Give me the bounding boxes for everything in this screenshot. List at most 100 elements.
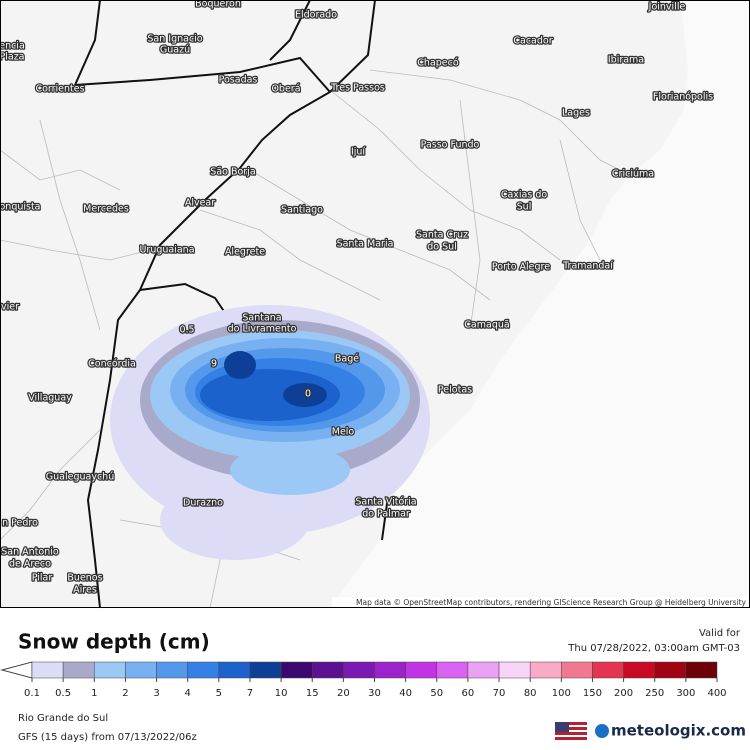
- colorbar-label: 250: [645, 688, 664, 699]
- place-label: San Antonio: [1, 547, 59, 558]
- colorbar-label: 70: [493, 688, 506, 699]
- place-label: Cacador: [513, 36, 552, 47]
- colorbar: 0.1 0.5 1 2 3 4 5 7 10 15 20 30 40 50 60 70 80 100 150 200 2…: [0, 661, 727, 699]
- logo[interactable]: meteologix.com: [611, 722, 746, 740]
- place-label: San Ignacio: [147, 34, 202, 45]
- place-label: Buenos: [67, 573, 102, 584]
- valid-time: Thu 07/28/2022, 03:00am GMT-03: [567, 643, 740, 654]
- place-label: São Borja: [210, 167, 255, 178]
- colorbar-label: 400: [707, 688, 726, 699]
- colorbar-bin: [218, 661, 251, 679]
- colorbar-bin: [187, 661, 220, 679]
- place-label: de Areco: [9, 559, 51, 570]
- place-label: Tramandaí: [562, 261, 613, 272]
- colorbar-label: 3: [153, 688, 159, 699]
- place-label: Sul: [517, 202, 532, 213]
- colorbar-arrow: [0, 661, 33, 679]
- place-label: Posadas: [219, 75, 258, 86]
- place-label: Melo: [332, 427, 355, 438]
- colorbar-label: 20: [337, 688, 350, 699]
- place-label: Chapecó: [417, 58, 459, 69]
- place-label: Santana: [242, 313, 281, 324]
- places: Boqueron Eldorado Joinville San Ignacio …: [0, 0, 714, 597]
- model-run: GFS (15 days) from 07/13/2022/06z: [18, 732, 197, 743]
- snow-area: [160, 480, 310, 560]
- colorbar-bin: [62, 661, 95, 679]
- place-label: Eldorado: [295, 10, 337, 21]
- place-label: Camaquã: [464, 320, 509, 331]
- place-label: do Livramento: [228, 324, 297, 335]
- place-label: Florianópolis: [653, 92, 713, 103]
- place-label: Gualeguaychú: [46, 472, 114, 483]
- place-label: Concórdia: [88, 359, 136, 370]
- place-label: Uruguaiana: [139, 245, 194, 256]
- place-label: do Palmar: [362, 509, 410, 520]
- colorbar-bin: [94, 661, 126, 679]
- contour-label: 0: [305, 389, 311, 400]
- colorbar-label: 0.5: [55, 688, 71, 699]
- colorbar-label: 30: [368, 688, 381, 699]
- place-label: Lages: [562, 108, 590, 119]
- colorbar-bin: [31, 661, 64, 679]
- place-label: Bagé: [335, 354, 359, 365]
- place-label: Santa Cruz: [416, 230, 468, 241]
- place-label: Porto Alegre: [492, 262, 550, 273]
- place-label: onquista: [0, 202, 41, 213]
- colorbar-label: 10: [275, 688, 288, 699]
- place-label: Alvear: [185, 198, 215, 209]
- map: 0.5 9 0 Boqueron Eldorado Joinville San …: [0, 0, 750, 609]
- place-label: Mercedes: [83, 204, 129, 215]
- contour-label: 9: [211, 359, 217, 370]
- colorbar-label: 5: [216, 688, 222, 699]
- colorbar-bin: [311, 661, 344, 679]
- snow-depth: 0.5 9 0: [110, 305, 430, 560]
- place-label: Pilar: [32, 573, 53, 584]
- place-label: Passo Fundo: [421, 140, 480, 151]
- colorbar-label: 7: [247, 688, 253, 699]
- colorbar-label: 1: [91, 688, 97, 699]
- place-label: Alegrete: [225, 247, 265, 258]
- colorbar-label: 50: [430, 688, 443, 699]
- colorbar-bin: [156, 661, 188, 679]
- colorbar-bin: [529, 661, 562, 679]
- snow-area: [283, 383, 327, 407]
- colorbar-bin: [125, 661, 157, 679]
- place-label: Boqueron: [195, 0, 241, 10]
- colorbar-bin: [685, 661, 718, 679]
- colorbar-bin: [498, 661, 531, 679]
- colorbar-bin: [654, 661, 687, 679]
- snow-area: [200, 369, 340, 421]
- colorbar-bin: [405, 661, 438, 679]
- place-label: Santiago: [281, 205, 323, 216]
- place-label: Corrientes: [35, 84, 84, 95]
- colorbar-bin: [249, 661, 282, 679]
- attribution-bg: [332, 597, 750, 608]
- colorbar-bin: [374, 661, 406, 679]
- colorbar-bin: [280, 661, 313, 679]
- snow-area: [224, 351, 256, 379]
- place-label: Criciúma: [612, 169, 654, 180]
- place-label: Santa Maria: [337, 239, 394, 250]
- place-label: Aires: [73, 585, 97, 596]
- legend-title: Snow depth (cm): [18, 630, 210, 654]
- logo-icon: [595, 724, 609, 738]
- colorbar-label: 15: [306, 688, 319, 699]
- colorbar-label: 300: [676, 688, 695, 699]
- region: Rio Grande do Sul: [18, 713, 108, 724]
- snow-area: [230, 445, 350, 495]
- colorbar-label: 200: [614, 688, 633, 699]
- place-label: Tres Passos: [330, 83, 385, 94]
- flag: [555, 722, 587, 740]
- colorbar-bin: [343, 661, 375, 679]
- place-label: do Sul: [427, 242, 457, 253]
- place-label: Durazno: [183, 498, 223, 509]
- colorbar-label: 40: [399, 688, 412, 699]
- colorbar-label: 2: [122, 688, 128, 699]
- place-label: Villaguay: [28, 393, 72, 404]
- colorbar-bin: [467, 661, 500, 679]
- place-label: n Pedro: [2, 518, 38, 529]
- place-label: Caxias do: [501, 190, 548, 201]
- place-label: Ibirama: [608, 55, 644, 66]
